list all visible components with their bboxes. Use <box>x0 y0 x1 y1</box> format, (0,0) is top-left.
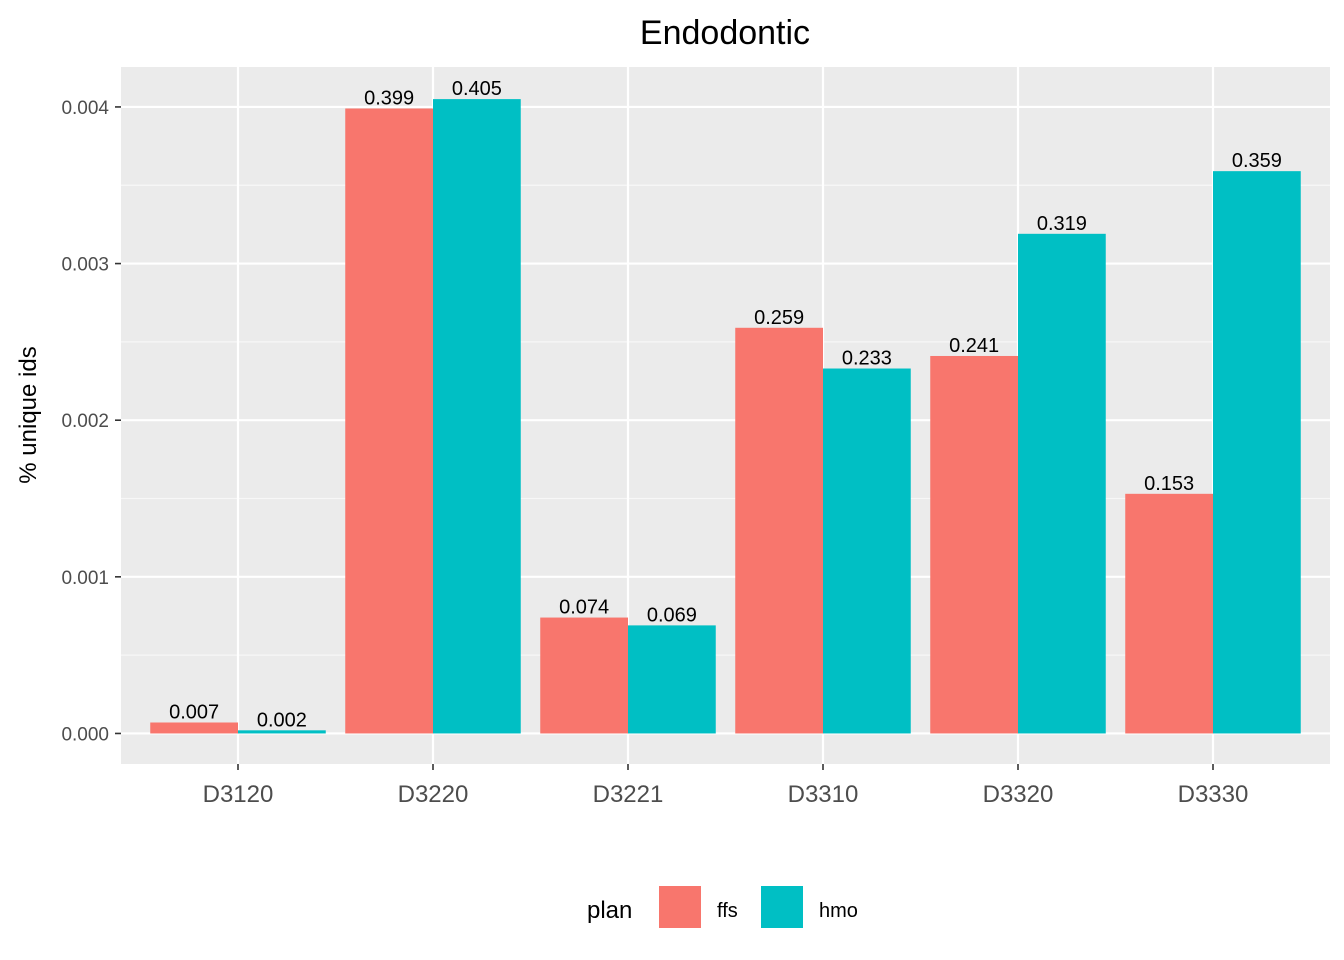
x-axis: D3120 D3220 D3221 D3310 D3320 D3330 <box>203 764 1249 808</box>
y-tick-label: 0.000 <box>61 724 109 745</box>
chart-title: Endodontic <box>640 14 810 52</box>
data-label-ffs-D3120: 0.007 <box>169 701 219 723</box>
legend: plan ffs hmo <box>587 886 858 928</box>
bar-ffs-D3320 <box>930 355 1018 734</box>
bar-ffs-D3310 <box>735 327 823 734</box>
y-tick-label: 0.004 <box>61 98 109 119</box>
x-tick-label: D3220 <box>398 781 469 808</box>
legend-label-hmo: hmo <box>819 900 858 922</box>
y-tick-label: 0.002 <box>61 411 109 432</box>
x-tick-label: D3320 <box>983 781 1054 808</box>
data-label-hmo-D3310: 0.233 <box>842 348 892 370</box>
data-labels: 0.007 0.002 0.399 0.405 0.074 0.069 0.259 0.233… <box>169 78 1282 731</box>
data-label-hmo-D3221: 0.069 <box>647 604 697 626</box>
bar-hmo-D3220 <box>433 99 521 734</box>
bar-hmo-D3310 <box>823 368 911 734</box>
data-label-hmo-D3220: 0.405 <box>452 78 502 100</box>
y-axis: 0.000 0.001 0.002 0.003 0.004 <box>61 98 121 745</box>
data-label-ffs-D3221: 0.074 <box>559 597 609 619</box>
data-label-ffs-D3320: 0.241 <box>949 335 999 357</box>
data-label-hmo-D3320: 0.319 <box>1037 213 1087 235</box>
bar-hmo-D3120 <box>238 730 326 734</box>
bar-hmo-D3221 <box>628 625 716 734</box>
y-tick-label: 0.001 <box>61 568 109 589</box>
bar-ffs-D3220 <box>345 108 433 734</box>
data-label-ffs-D3220: 0.399 <box>364 88 414 110</box>
y-tick-label: 0.003 <box>61 255 109 276</box>
legend-key-ffs <box>659 886 701 928</box>
bars <box>150 99 1301 734</box>
bar-ffs-D3120 <box>150 722 238 734</box>
data-label-hmo-D3330: 0.359 <box>1232 150 1282 172</box>
data-label-ffs-D3310: 0.259 <box>754 307 804 329</box>
legend-title: plan <box>587 897 632 924</box>
x-tick-label: D3330 <box>1178 781 1249 808</box>
bar-ffs-D3221 <box>540 617 628 734</box>
data-label-ffs-D3330: 0.153 <box>1144 473 1194 495</box>
x-tick-label: D3221 <box>593 781 664 808</box>
y-axis-title: % unique ids <box>15 346 42 483</box>
bar-hmo-D3330 <box>1213 171 1301 734</box>
data-label-hmo-D3120: 0.002 <box>257 709 307 731</box>
x-tick-label: D3120 <box>203 781 274 808</box>
x-tick-label: D3310 <box>788 781 859 808</box>
legend-label-ffs: ffs <box>717 900 738 922</box>
bar-hmo-D3320 <box>1018 233 1106 734</box>
bar-ffs-D3330 <box>1125 493 1213 734</box>
legend-key-hmo <box>761 886 803 928</box>
